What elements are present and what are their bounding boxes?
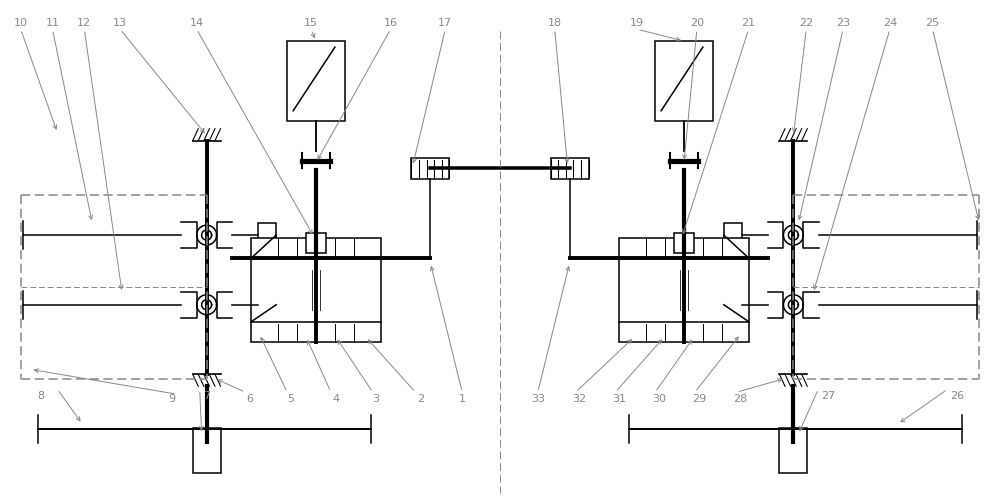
Bar [251,237,381,342]
Text: 26: 26 [950,391,965,401]
Bar [258,293,276,317]
Bar [411,158,449,179]
Bar [551,158,589,179]
Text: 8: 8 [37,391,44,401]
Text: 17: 17 [438,18,452,28]
Text: 13: 13 [113,18,127,28]
Text: 10: 10 [14,18,28,28]
Text: 22: 22 [799,18,813,28]
Bar [779,428,807,473]
Text: 18: 18 [548,18,562,28]
Text: 30: 30 [652,394,666,404]
Text: 24: 24 [883,18,897,28]
Bar [724,223,742,247]
Text: 1: 1 [459,394,466,404]
Text: 9: 9 [168,394,175,404]
Text: 7: 7 [203,391,210,401]
Polygon shape [199,426,215,442]
Text: 23: 23 [836,18,850,28]
Text: 16: 16 [384,18,398,28]
Bar [619,237,749,342]
Text: 3: 3 [372,394,379,404]
Bar [306,233,326,253]
Text: 19: 19 [630,18,644,28]
Bar [674,233,694,253]
Text: 27: 27 [821,391,835,401]
Text: 11: 11 [45,18,59,28]
Bar [287,41,345,121]
Polygon shape [785,426,801,442]
Polygon shape [676,235,692,251]
Bar [258,223,276,247]
Text: 6: 6 [246,394,253,404]
Bar [724,293,742,317]
Text: 20: 20 [690,18,704,28]
Text: 4: 4 [332,394,339,404]
Text: 32: 32 [572,394,587,404]
Bar [193,428,221,473]
Text: 21: 21 [742,18,756,28]
Text: 31: 31 [612,394,626,404]
Text: 12: 12 [77,18,91,28]
Text: 15: 15 [304,18,318,28]
Text: 5: 5 [288,394,295,404]
Bar [655,41,713,121]
Text: 14: 14 [190,18,204,28]
Text: 29: 29 [692,394,706,404]
Text: 25: 25 [926,18,940,28]
Text: 33: 33 [531,394,545,404]
Text: 28: 28 [734,394,748,404]
Polygon shape [308,235,324,251]
Text: 2: 2 [417,394,424,404]
